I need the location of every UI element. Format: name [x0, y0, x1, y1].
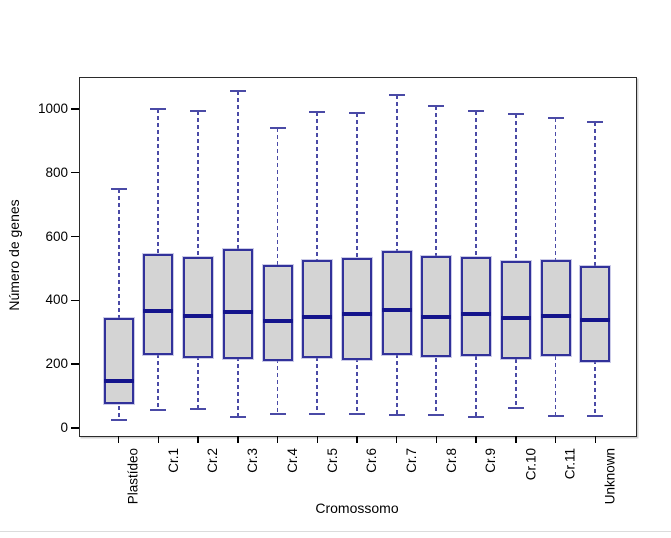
x-tick-label: Cr.10: [522, 448, 538, 481]
box: [500, 261, 531, 360]
whisker-cap: [349, 412, 365, 415]
plot-area: [79, 77, 637, 437]
x-tick-label: Cr.7: [403, 448, 419, 473]
whisker-cap: [428, 414, 445, 417]
whisker-cap: [507, 407, 524, 410]
box: [461, 257, 492, 357]
y-tick-mark: [71, 427, 79, 429]
whisker-cap: [547, 117, 564, 120]
whisker-cap: [388, 414, 405, 417]
whisker-cap: [309, 412, 326, 415]
box: [540, 260, 571, 357]
box: [222, 249, 253, 360]
box: [342, 258, 372, 360]
y-tick-mark: [71, 108, 79, 110]
x-tick-mark: [157, 436, 160, 443]
x-tick-label: Plastídeo: [125, 448, 141, 505]
whisker-line: [117, 188, 120, 420]
x-tick-label: Cr.9: [483, 448, 499, 473]
x-tick-mark: [316, 436, 319, 443]
x-tick-mark: [554, 436, 557, 443]
y-tick-mark: [71, 299, 79, 302]
x-tick-mark: [276, 436, 279, 443]
median-line: [500, 315, 531, 320]
x-tick-mark: [395, 436, 398, 443]
median-line: [103, 378, 134, 383]
whisker-cap: [190, 407, 207, 410]
box: [262, 265, 293, 361]
box: [580, 265, 611, 362]
whisker-cap: [110, 419, 127, 421]
whisker-cap: [150, 107, 167, 110]
whisker-line: [514, 113, 517, 409]
box: [381, 250, 412, 355]
x-tick-label: Unknown: [602, 448, 618, 505]
y-tick-label: 0: [60, 419, 68, 435]
y-tick-label: 200: [45, 356, 68, 372]
whisker-cap: [229, 90, 246, 93]
box: [103, 317, 134, 405]
median-line: [580, 318, 611, 323]
y-tick-mark: [71, 235, 79, 238]
y-tick-label: 600: [45, 228, 68, 244]
y-tick-label: 1000: [37, 100, 68, 116]
box: [183, 257, 214, 358]
whisker-cap: [229, 415, 246, 418]
x-tick-label: Cr.5: [324, 448, 340, 473]
whisker-cap: [428, 105, 445, 108]
x-tick-mark: [237, 436, 239, 443]
whisker-cap: [349, 112, 365, 115]
median-line: [381, 307, 412, 312]
median-line: [540, 313, 571, 318]
whisker-cap: [587, 121, 604, 124]
median-line: [143, 308, 174, 313]
y-tick-label: 800: [45, 164, 68, 180]
whisker-cap: [150, 409, 167, 412]
box: [302, 259, 333, 359]
x-axis-title: Cromossomo: [315, 500, 399, 516]
median-line: [302, 315, 333, 320]
median-line: [342, 312, 372, 317]
whisker-cap: [468, 110, 485, 113]
median-line: [262, 319, 293, 324]
y-tick-mark: [71, 363, 79, 365]
whisker-cap: [468, 415, 485, 418]
median-line: [461, 311, 492, 316]
x-tick-mark: [117, 436, 120, 443]
y-tick-label: 400: [45, 292, 68, 308]
whisker-cap: [110, 187, 127, 190]
whisker-cap: [587, 414, 604, 417]
median-line: [222, 310, 253, 315]
x-tick-label: Cr.11: [562, 448, 578, 480]
divider-line: [0, 531, 671, 532]
whisker-cap: [547, 414, 564, 417]
x-tick-label: Cr.6: [364, 448, 379, 473]
whisker-cap: [269, 412, 286, 415]
x-tick-mark: [515, 436, 517, 443]
x-tick-mark: [594, 436, 597, 443]
whisker-cap: [190, 109, 207, 112]
median-line: [183, 314, 214, 319]
x-tick-mark: [356, 436, 358, 443]
x-tick-label: Cr.8: [443, 448, 459, 473]
x-tick-mark: [197, 436, 199, 443]
median-line: [421, 314, 452, 319]
y-tick-mark: [71, 171, 79, 174]
box: [421, 255, 452, 357]
x-tick-label: Cr.4: [284, 448, 300, 473]
whisker-cap: [309, 111, 326, 114]
whisker-cap: [507, 112, 524, 115]
whisker-cap: [269, 127, 286, 130]
whisker-cap: [388, 93, 405, 96]
x-tick-label: Cr.1: [165, 448, 181, 473]
box: [143, 254, 174, 355]
x-tick-label: Cr.2: [205, 448, 221, 473]
x-tick-mark: [475, 436, 477, 443]
x-tick-mark: [435, 436, 438, 443]
x-tick-label: Cr.3: [244, 448, 260, 473]
